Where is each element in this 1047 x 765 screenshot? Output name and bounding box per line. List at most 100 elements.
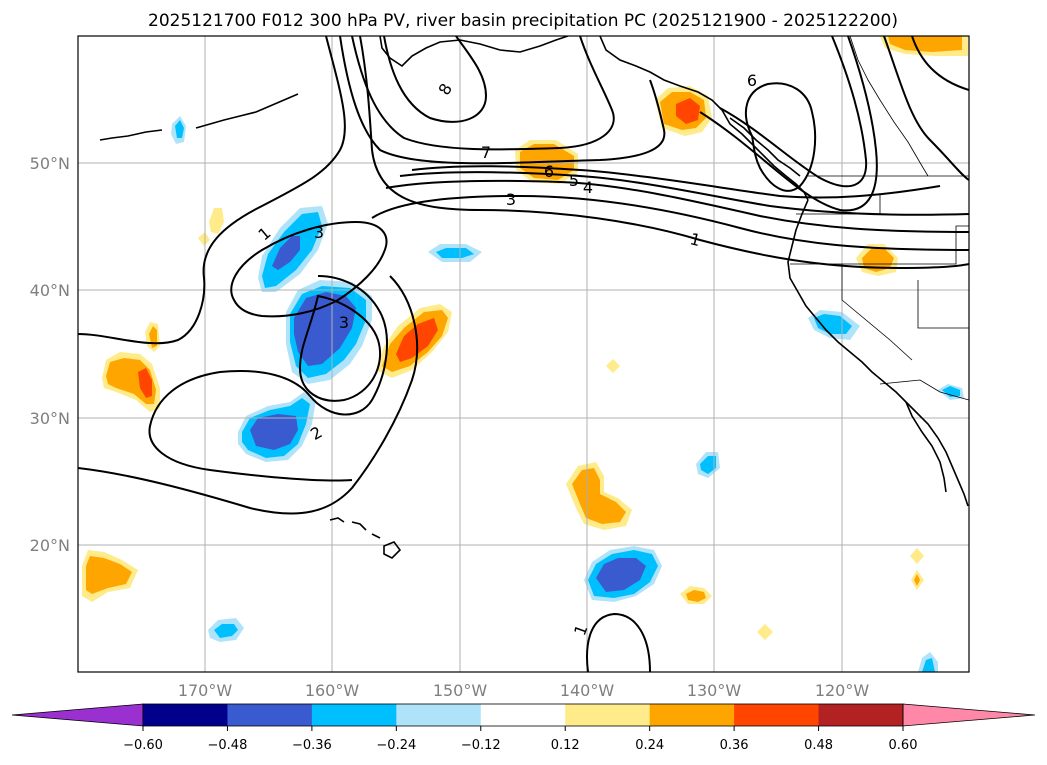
contour-label: 3 bbox=[339, 313, 349, 332]
lon-label: 150°W bbox=[433, 681, 488, 700]
borders bbox=[790, 36, 969, 401]
anomaly-positive bbox=[138, 368, 152, 398]
map-background bbox=[78, 36, 969, 672]
pv-contour-2-jet bbox=[371, 194, 969, 251]
chart-title: 2025121700 F012 300 hPa PV, river basin … bbox=[148, 11, 898, 31]
pv-contour-3-jet bbox=[385, 179, 969, 233]
anomaly-positive bbox=[198, 232, 210, 246]
graticule bbox=[78, 36, 969, 672]
pv-contour-1-jet bbox=[359, 36, 969, 270]
anomaly-negative bbox=[942, 386, 960, 397]
lon-label: 120°W bbox=[815, 681, 870, 700]
colorbar-tick-label: −0.12 bbox=[461, 738, 501, 753]
colorbar-tick-label: 0.12 bbox=[551, 738, 580, 753]
colorbar: −0.60 −0.48 −0.36 −0.24 −0.12 0.12 0.24 0.36 0.4… bbox=[11, 703, 1036, 753]
colorbar-extend-low bbox=[11, 703, 144, 727]
anomaly-positive bbox=[209, 208, 224, 234]
lat-label: 20°N bbox=[30, 536, 70, 555]
map-panel: 8 7 6 5 4 3 1 3 1 3 2 6 1 bbox=[78, 36, 969, 672]
anomaly-negative bbox=[436, 248, 474, 258]
contour-label: 1 bbox=[688, 229, 702, 250]
pv-contour-1-subtropic bbox=[586, 612, 651, 672]
anomaly-negative bbox=[250, 414, 298, 450]
pv-contour-7-north bbox=[351, 36, 615, 151]
pv-contour-1-north bbox=[78, 36, 346, 345]
coastline-hawaii-2 bbox=[351, 521, 367, 531]
border-mexico bbox=[879, 379, 969, 401]
colorbar-segment bbox=[311, 704, 397, 726]
lat-label: 50°N bbox=[30, 154, 70, 173]
colorbar-segment bbox=[480, 704, 566, 726]
pv-contour-4-jet bbox=[399, 171, 969, 216]
anomaly-positive bbox=[757, 624, 773, 640]
colorbar-tick-label: −0.24 bbox=[376, 738, 416, 753]
anomaly-negative bbox=[272, 236, 300, 270]
pv-contour-ridge-outer bbox=[699, 36, 878, 212]
anomaly-positive bbox=[572, 468, 626, 524]
colorbar-tick-label: 0.24 bbox=[635, 738, 664, 753]
border-az bbox=[917, 280, 969, 329]
lon-label: 130°W bbox=[687, 681, 742, 700]
latitude-labels: 50°N 40°N 30°N 20°N bbox=[30, 154, 70, 555]
lon-label: 170°W bbox=[178, 681, 233, 700]
pv-contours bbox=[78, 36, 969, 672]
coastline-west-coast bbox=[787, 199, 969, 507]
contour-label: 6 bbox=[747, 71, 757, 90]
anomaly-negative bbox=[922, 658, 935, 672]
anomaly-negative bbox=[700, 456, 716, 474]
lon-label: 160°W bbox=[305, 681, 360, 700]
colorbar-tick-label: −0.60 bbox=[123, 738, 163, 753]
pv-contour-ridge-east bbox=[883, 36, 969, 181]
colorbar-segment bbox=[143, 704, 228, 726]
map-frame bbox=[77, 35, 970, 673]
anomaly-negative bbox=[214, 624, 238, 638]
colorbar-segment bbox=[227, 704, 313, 726]
contour-label: 4 bbox=[583, 178, 593, 197]
colorbar-extend-high bbox=[902, 703, 1036, 727]
border-bc-ab bbox=[849, 36, 929, 177]
coastline-hawaii bbox=[329, 517, 345, 523]
pv-contour-6-north bbox=[339, 36, 666, 165]
colorbar-segment bbox=[649, 704, 735, 726]
anomaly-negative bbox=[596, 558, 646, 592]
colorbar-segment bbox=[565, 704, 651, 726]
colorbar-tick-label: 0.48 bbox=[804, 738, 833, 753]
pv-contour-3-loop bbox=[298, 294, 382, 402]
pv-contour-ridge-east-2 bbox=[911, 36, 969, 91]
colorbar-tick-label: −0.36 bbox=[292, 738, 332, 753]
colorbar-segment bbox=[734, 704, 820, 726]
lon-label: 140°W bbox=[560, 681, 615, 700]
contour-label: 3 bbox=[506, 190, 516, 209]
border-nv-ca bbox=[841, 264, 913, 361]
pv-contour-8-north bbox=[383, 36, 488, 123]
pv-contour-6-ridge bbox=[744, 82, 817, 192]
colorbar-tick-label: 0.36 bbox=[720, 738, 749, 753]
lat-label: 40°N bbox=[30, 281, 70, 300]
coastline-hawaii-3 bbox=[371, 533, 381, 539]
pv-contour-3-upper bbox=[230, 220, 388, 318]
contour-label: 7 bbox=[481, 143, 491, 162]
anomaly-positive bbox=[910, 548, 924, 564]
pv-contour-5-jet bbox=[411, 165, 941, 199]
coastline-hawaii-big bbox=[383, 541, 402, 559]
anomaly-negative bbox=[175, 120, 184, 138]
anomaly-positive bbox=[676, 98, 700, 124]
anomaly-positive bbox=[606, 359, 620, 373]
coastline-bc-islands bbox=[729, 117, 801, 177]
anomaly-positive bbox=[914, 574, 920, 586]
anomaly-positive bbox=[686, 590, 706, 602]
colorbar-tick-label: −0.48 bbox=[208, 738, 248, 753]
pv-contour-2-south bbox=[148, 275, 388, 482]
colorbar-frame bbox=[142, 703, 904, 727]
colorbar-tick-label: 0.60 bbox=[889, 738, 918, 753]
coastline-aleutians bbox=[99, 129, 163, 141]
pv-contour-ridge-outer-2 bbox=[719, 36, 868, 188]
coastline-aleutians-east bbox=[195, 93, 299, 129]
contour-label: 3 bbox=[314, 223, 324, 242]
longitude-labels: 170°W 160°W 150°W 140°W 130°W 120°W bbox=[178, 681, 870, 700]
colorbar-segment bbox=[818, 704, 904, 726]
coastline-alaska bbox=[379, 36, 569, 68]
anomaly-positive bbox=[86, 556, 132, 594]
